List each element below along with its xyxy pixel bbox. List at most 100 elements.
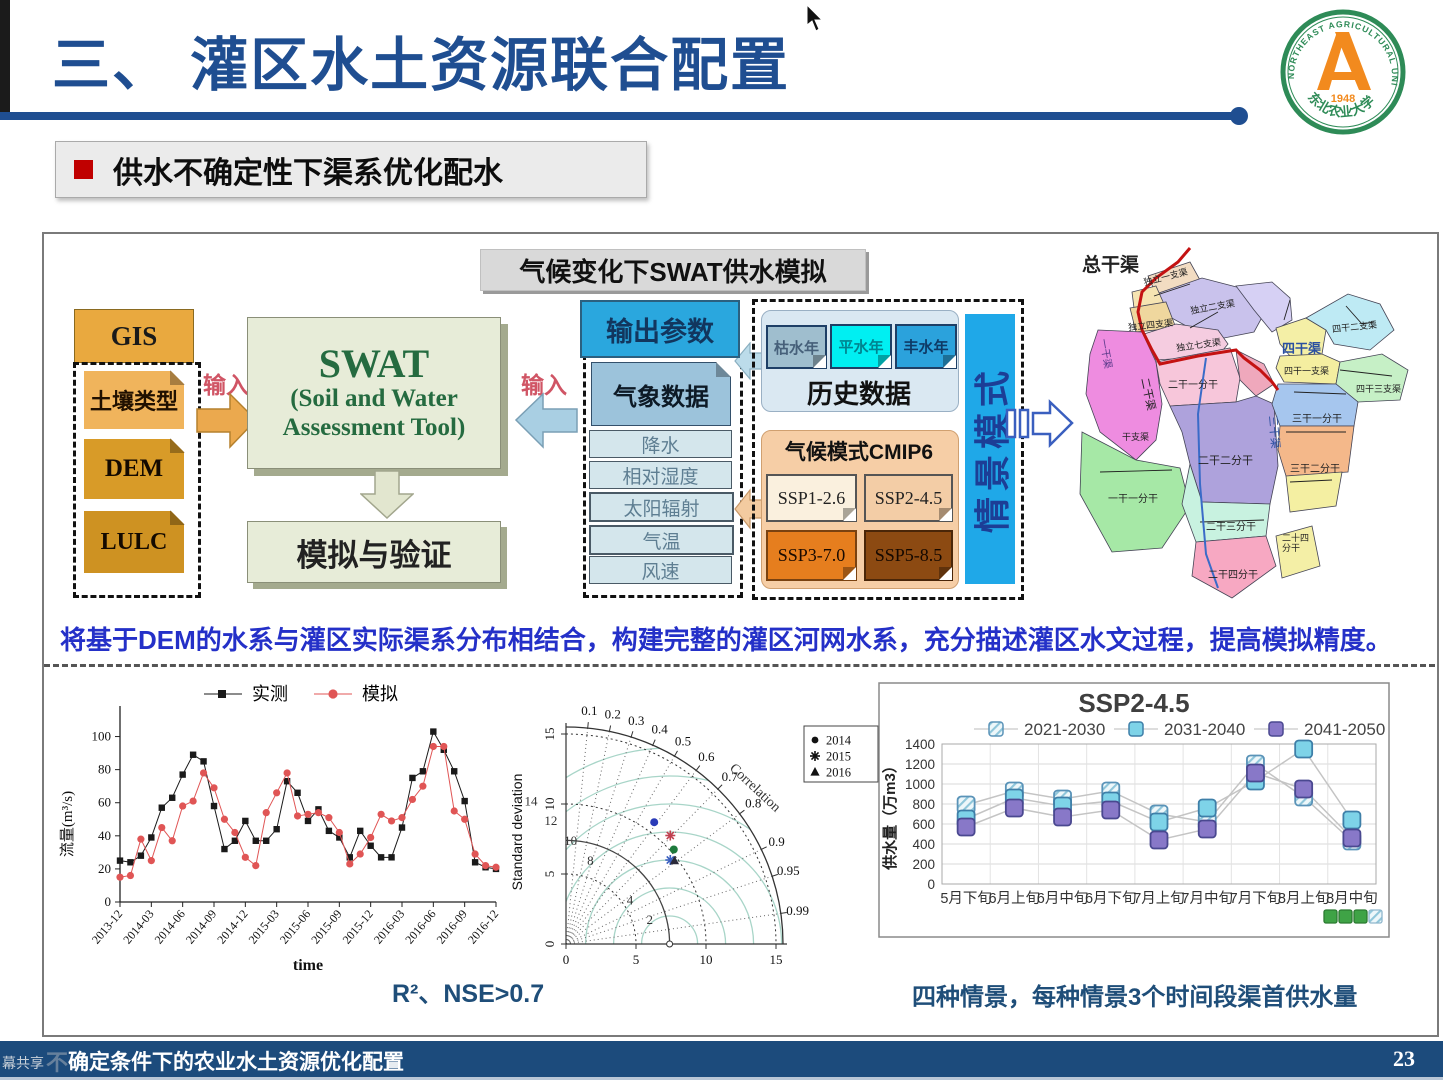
weather-item-wind: 风速	[589, 556, 732, 584]
flow-comparison-chart: 0 20 40 60 80 100 2013-12 2014-03 2014-06 2014-09…	[56, 676, 511, 983]
history-data-label: 历史数据	[806, 380, 911, 409]
svg-text:0.5: 0.5	[675, 733, 691, 748]
svg-text:0.6: 0.6	[698, 749, 715, 764]
svg-text:5: 5	[542, 871, 557, 878]
svg-text:7月上旬: 7月上旬	[1133, 890, 1185, 907]
map-polygons	[1079, 247, 1409, 599]
svg-text:8月中旬: 8月中旬	[1326, 890, 1378, 907]
dry-year-folder: 枯水年	[766, 325, 827, 369]
dem-folder: DEM	[84, 438, 185, 499]
section-subtitle-bar: 供水不确定性下渠系优化配水	[55, 141, 647, 198]
arrow-right-outline-icon	[1005, 399, 1074, 449]
taylor-diagram: 2 4 8 10 12 14 0.1 0.2 0.3 0.4 0.5 0.6 0.7 0.8 0.9 0.95…	[508, 672, 888, 1002]
svg-text:15: 15	[542, 728, 557, 741]
svg-text:800: 800	[912, 797, 935, 812]
svg-text:2015-09: 2015-09	[308, 907, 344, 947]
footer-bar: 幕共享 不 确定条件下的农业水土资源优化配置 23	[0, 1041, 1443, 1077]
bottom-edge-strip	[0, 1077, 1443, 1080]
svg-text:time: time	[293, 957, 323, 974]
svg-text:SSP2-4.5: SSP2-4.5	[1078, 688, 1189, 718]
svg-text:2014-03: 2014-03	[120, 907, 156, 947]
svg-text:14: 14	[525, 793, 539, 808]
svg-text:供水量（万m3）: 供水量（万m3）	[881, 758, 899, 871]
svg-text:2021-2030: 2021-2030	[1024, 720, 1105, 739]
output-params-box: 输出参数	[580, 300, 740, 358]
svg-text:40: 40	[98, 828, 111, 843]
svg-text:2014-06: 2014-06	[152, 907, 188, 947]
page-number: 23	[1393, 1046, 1415, 1071]
gis-box: GIS	[74, 309, 194, 363]
svg-text:400: 400	[912, 837, 935, 852]
svg-text:0.95: 0.95	[777, 863, 800, 878]
ssp245-chart: SSP2-4.5 2021-2030 2031-2040 2041-2050 0 200 4…	[878, 682, 1390, 943]
svg-text:0: 0	[105, 894, 112, 909]
svg-text:60: 60	[98, 795, 111, 810]
soil-type-folder: 土壤类型	[84, 370, 185, 429]
svg-text:2016-06: 2016-06	[402, 907, 438, 947]
svg-text:20: 20	[98, 861, 111, 876]
svg-text:1200: 1200	[905, 757, 935, 772]
input-label-left: 输入	[203, 372, 249, 398]
svg-text:600: 600	[912, 817, 935, 832]
map-label: 三干二分干	[1290, 464, 1340, 475]
svg-text:2016-03: 2016-03	[371, 907, 407, 947]
map-label: 四干三支渠	[1356, 384, 1402, 394]
svg-text:0: 0	[927, 877, 935, 892]
logo-A-glyph	[1317, 32, 1371, 90]
scenario-group	[752, 299, 1024, 600]
svg-text:2016-09: 2016-09	[434, 907, 470, 947]
svg-text:0.9: 0.9	[768, 834, 784, 849]
title-underline-dot	[1230, 107, 1248, 125]
svg-text:2041-2050: 2041-2050	[1304, 720, 1385, 739]
swat-subtitle-1: (Soil and Water	[290, 385, 458, 413]
svg-text:6月下旬: 6月下旬	[1085, 890, 1137, 907]
map-label: 二十四分干	[1282, 533, 1310, 553]
dashed-divider	[44, 664, 1435, 667]
scenario-note: 四种情景，每种情景3个时间段渠首供水量	[912, 984, 1358, 1011]
svg-text:模拟: 模拟	[362, 684, 398, 704]
metrics-note: R²、NSE>0.7	[392, 980, 545, 1008]
weather-item-humidity: 相对湿度	[589, 461, 732, 489]
svg-text:10: 10	[542, 798, 557, 811]
ssp1-folder: SSP1-2.6	[766, 474, 857, 522]
lulc-folder: LULC	[84, 510, 185, 573]
svg-text:200: 200	[912, 857, 935, 872]
arrow-right-orange-icon	[196, 392, 258, 449]
svg-text:12: 12	[544, 813, 557, 828]
map-label: 二干四分干	[1208, 570, 1258, 581]
svg-text:6月中旬: 6月中旬	[1037, 890, 1089, 907]
map-label: 二干一分干	[1168, 380, 1218, 391]
svg-text:2016: 2016	[826, 766, 851, 780]
map-label: 三干一分干	[1292, 414, 1342, 425]
university-logo: NORTHEAST AGRICULTURAL UNIVERSITY 1948 东…	[1278, 2, 1406, 135]
ssp5-folder: SSP5-8.5	[864, 530, 953, 581]
svg-text:2015-06: 2015-06	[277, 907, 313, 947]
svg-text:6月上旬: 6月上旬	[989, 890, 1041, 907]
map-label: 二干三分干	[1206, 522, 1256, 533]
map-label: 三干渠	[1266, 415, 1281, 450]
svg-text:7月下旬: 7月下旬	[1230, 890, 1282, 907]
svg-text:2014-09: 2014-09	[183, 907, 219, 947]
svg-text:0: 0	[542, 941, 557, 948]
svg-text:0.8: 0.8	[745, 796, 761, 811]
scenario-mode-bar: 情景模式	[965, 314, 1015, 584]
map-label: 干支渠	[1122, 432, 1150, 442]
svg-text:0: 0	[563, 952, 570, 967]
map-label: 四干渠	[1282, 341, 1322, 356]
svg-text:8月上旬: 8月上旬	[1278, 890, 1330, 907]
page-title: 三、 灌区水土资源联合配置	[52, 33, 791, 98]
svg-text:Standard deviation: Standard deviation	[509, 774, 525, 891]
canal-line-blue	[1196, 357, 1219, 589]
svg-text:0.1: 0.1	[581, 703, 597, 718]
svg-text:5月下旬: 5月下旬	[940, 890, 992, 907]
footer-title: 确定条件下的农业水土资源优化配置	[68, 1051, 404, 1074]
svg-text:100: 100	[92, 729, 112, 744]
title-underline	[0, 112, 1234, 120]
weather-item-temperature: 气温	[589, 525, 734, 555]
svg-text:2016-12: 2016-12	[465, 907, 501, 947]
svg-text:2015: 2015	[826, 750, 851, 764]
logo-year: 1948	[1331, 93, 1355, 105]
svg-text:0.2: 0.2	[605, 707, 621, 722]
svg-text:1400: 1400	[905, 737, 935, 752]
section-subtitle: 供水不确定性下渠系优化配水	[113, 156, 503, 190]
